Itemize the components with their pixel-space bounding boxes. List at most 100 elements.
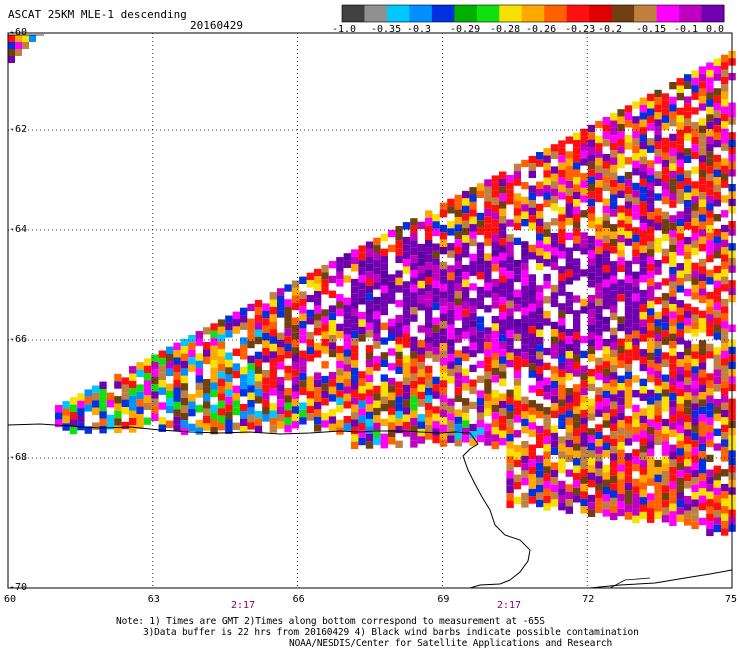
wind-cell bbox=[610, 127, 618, 136]
wind-cell bbox=[254, 410, 263, 419]
wind-cell bbox=[698, 399, 707, 407]
wind-cell bbox=[698, 221, 707, 230]
wind-cell bbox=[151, 391, 159, 399]
wind-cell bbox=[558, 429, 566, 437]
wind-cell bbox=[639, 504, 647, 512]
wind-cell bbox=[632, 353, 640, 361]
wind-cell bbox=[565, 499, 573, 507]
wind-cell bbox=[706, 173, 714, 181]
wind-cell bbox=[499, 371, 507, 379]
wind-cell bbox=[676, 159, 684, 167]
wind-cell bbox=[610, 312, 618, 321]
wind-cell bbox=[721, 69, 729, 77]
wind-cell bbox=[610, 394, 618, 402]
wind-cell bbox=[580, 210, 588, 218]
wind-cell bbox=[684, 170, 692, 178]
wind-cell bbox=[676, 122, 684, 130]
wind-cell bbox=[447, 235, 455, 244]
wind-cell bbox=[550, 425, 559, 433]
wind-cell bbox=[351, 426, 359, 435]
wind-cell bbox=[454, 439, 462, 447]
wind-cell bbox=[691, 181, 699, 189]
wind-cell bbox=[299, 424, 307, 432]
wind-cell bbox=[721, 62, 729, 70]
wind-cell bbox=[269, 343, 277, 352]
wind-cell bbox=[691, 70, 699, 78]
wind-cell bbox=[573, 184, 581, 192]
wind-cell bbox=[410, 225, 418, 233]
wind-cell bbox=[684, 148, 692, 156]
wind-cell bbox=[402, 407, 411, 415]
wind-cell bbox=[602, 213, 610, 221]
wind-cell bbox=[180, 383, 189, 391]
wind-cell bbox=[647, 367, 655, 375]
wind-cell bbox=[506, 271, 514, 279]
wind-cell bbox=[210, 330, 218, 339]
wind-cell bbox=[565, 321, 573, 329]
wind-cell bbox=[580, 202, 588, 211]
wind-cell bbox=[536, 403, 544, 411]
wind-cell bbox=[706, 499, 714, 507]
wind-cell bbox=[291, 376, 300, 385]
wind-cell bbox=[647, 448, 655, 457]
wind-cell bbox=[402, 362, 411, 371]
wind-cell bbox=[491, 182, 499, 191]
wind-cell bbox=[291, 317, 300, 325]
wind-cell bbox=[499, 363, 507, 372]
wind-cell bbox=[395, 351, 403, 360]
wind-cell bbox=[262, 303, 270, 311]
wind-cell bbox=[277, 310, 285, 318]
wind-cell bbox=[721, 380, 729, 388]
wind-cell bbox=[269, 373, 277, 381]
wind-cell bbox=[402, 370, 411, 378]
wind-cell bbox=[610, 357, 618, 365]
wind-cell bbox=[262, 384, 270, 393]
wind-cell bbox=[580, 217, 588, 225]
colorbar-segment bbox=[431, 5, 455, 22]
wind-cell bbox=[373, 363, 381, 371]
wind-cell bbox=[565, 447, 573, 455]
wind-cell bbox=[166, 361, 174, 369]
wind-cell bbox=[721, 372, 729, 381]
wind-cell bbox=[647, 278, 655, 287]
wind-cell bbox=[92, 385, 100, 393]
wind-cell bbox=[173, 401, 181, 410]
wind-cell bbox=[314, 416, 322, 425]
wind-cell bbox=[143, 395, 152, 403]
wind-cell bbox=[454, 387, 462, 395]
wind-cell bbox=[306, 405, 314, 414]
wind-cell bbox=[484, 186, 492, 195]
wind-cell bbox=[365, 285, 374, 294]
wind-cell bbox=[336, 405, 344, 413]
wind-cell bbox=[336, 345, 344, 354]
wind-cell bbox=[528, 407, 536, 415]
wind-cell bbox=[676, 425, 684, 434]
wind-cell bbox=[654, 334, 662, 342]
wind-cell bbox=[676, 322, 684, 330]
wind-cell bbox=[669, 119, 677, 127]
wind-cell bbox=[491, 419, 499, 427]
wind-cell bbox=[217, 319, 226, 327]
wind-cell bbox=[269, 351, 277, 359]
wind-cell bbox=[654, 171, 662, 179]
wind-cell bbox=[306, 339, 314, 347]
wind-cell bbox=[143, 365, 152, 374]
wind-cell bbox=[328, 327, 337, 335]
wind-cell bbox=[521, 233, 529, 242]
wind-cell bbox=[639, 238, 647, 246]
wind-cell bbox=[476, 338, 485, 346]
wind-cell bbox=[721, 446, 729, 455]
wind-cell bbox=[706, 328, 714, 337]
wind-cell bbox=[388, 296, 396, 304]
wind-cell bbox=[299, 387, 307, 395]
wind-cell bbox=[595, 291, 603, 299]
wind-cell bbox=[469, 327, 477, 336]
wind-cell bbox=[632, 367, 640, 376]
wind-cell bbox=[676, 470, 684, 478]
wind-cell bbox=[225, 359, 233, 368]
wind-cell bbox=[528, 481, 536, 489]
wind-cell bbox=[513, 363, 522, 371]
wind-cell bbox=[602, 168, 610, 177]
wind-cell bbox=[395, 396, 403, 404]
wind-cell bbox=[299, 358, 307, 366]
